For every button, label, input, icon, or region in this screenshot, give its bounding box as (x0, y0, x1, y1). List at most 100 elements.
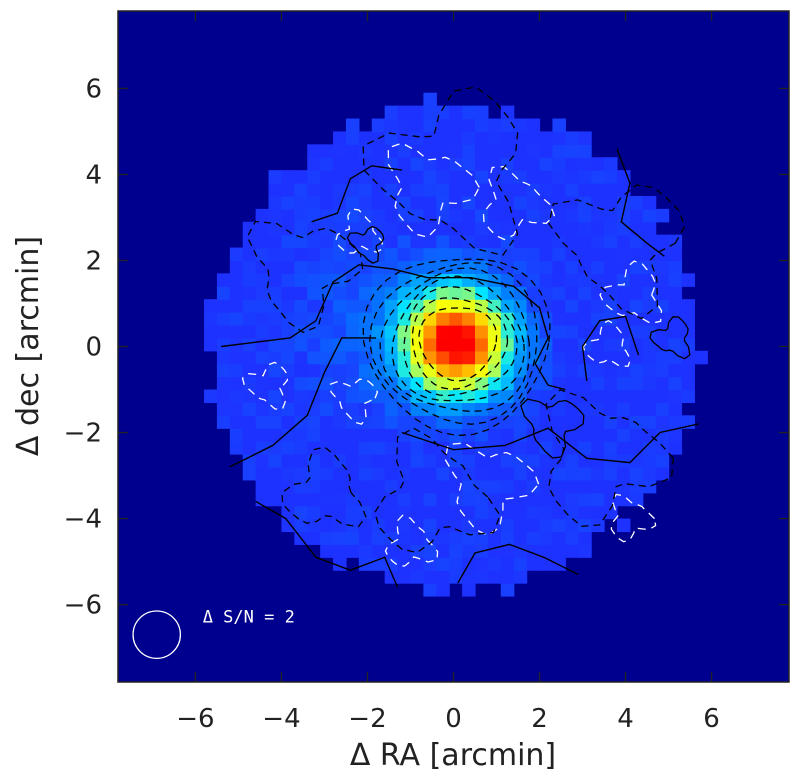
heatmap-pixel (371, 454, 386, 468)
heatmap-pixel (591, 208, 605, 223)
heatmap-pixel (591, 170, 605, 184)
heatmap-pixel (410, 286, 424, 300)
heatmap-pixel (268, 389, 283, 404)
heatmap-pixel (204, 312, 218, 326)
heatmap-pixel (384, 260, 399, 274)
heatmap-pixel (655, 260, 670, 274)
heatmap-pixel (371, 441, 386, 455)
y-tick-label: −2 (64, 419, 102, 449)
heatmap-pixel (294, 337, 308, 352)
heatmap-pixel (591, 428, 605, 442)
y-tick-label: 0 (85, 333, 102, 363)
heatmap-pixel (410, 234, 424, 249)
heatmap-pixel (397, 479, 412, 494)
heatmap-pixel (578, 131, 592, 145)
heatmap-pixel (281, 247, 295, 262)
heatmap-pixel (294, 183, 308, 197)
heatmap-pixel (526, 505, 541, 520)
heatmap-pixel (526, 376, 541, 391)
heatmap-pixel (281, 299, 295, 313)
contour-lines (221, 86, 699, 588)
heatmap-pixel (397, 557, 412, 571)
heatmap-pixel (462, 144, 476, 158)
heatmap-pixel (436, 518, 450, 533)
field-contour (311, 165, 402, 223)
heatmap-pixel (616, 299, 631, 313)
heatmap-pixel (268, 479, 283, 494)
heatmap-pixel (642, 479, 657, 494)
heatmap-pixel (268, 183, 283, 197)
heatmap-pixel (565, 337, 579, 352)
heatmap-pixel (642, 350, 657, 365)
heatmap-pixel (475, 363, 489, 378)
heatmap-pixel (462, 389, 476, 404)
heatmap-pixel (423, 389, 437, 404)
heatmap-pixel (268, 234, 283, 249)
heatmap-pixel (475, 531, 489, 545)
heatmap-pixel (423, 531, 437, 545)
heatmap-pixel (500, 208, 515, 223)
heatmap-pixel (629, 324, 644, 339)
heatmap-pixel (539, 260, 554, 274)
heatmap-pixel (216, 273, 231, 287)
heatmap-pixel (539, 505, 554, 520)
heatmap-pixel (604, 363, 618, 378)
x-tick-label: −4 (262, 704, 300, 734)
heatmap-pixel (526, 454, 541, 468)
heatmap-pixel (436, 479, 450, 494)
x-tick-label: 0 (445, 704, 462, 734)
heatmap-pixel (565, 428, 579, 442)
heatmap-pixel (384, 273, 399, 287)
heatmap-pixel (333, 428, 347, 442)
field-contour (444, 442, 540, 537)
heatmap-pixel (449, 350, 463, 365)
heatmap-pixel (500, 479, 515, 494)
heatmap-pixel (565, 324, 579, 339)
heatmap-pixel (655, 454, 670, 468)
heatmap-pixel (410, 557, 424, 571)
heatmap-pixel (487, 195, 502, 210)
heatmap-pixel (384, 441, 399, 455)
heatmap-pixel (307, 479, 321, 494)
heatmap-pixel (681, 299, 695, 313)
heatmap-pixel (449, 441, 463, 455)
heatmap-pixel (616, 273, 631, 287)
heatmap-pixel (616, 208, 631, 223)
heatmap-pixel (475, 118, 489, 133)
heatmap-pixel (475, 570, 489, 584)
x-tick-label: 4 (617, 704, 634, 734)
heatmap-pixel (384, 105, 399, 120)
heatmap-pixel (487, 208, 502, 223)
heatmap-pixel (629, 402, 644, 416)
heatmap-pixel (281, 350, 295, 365)
heatmap-pixel (320, 157, 334, 171)
heatmap-pixel (591, 234, 605, 249)
heatmap-pixel (449, 505, 463, 520)
heatmap-pixel (320, 234, 334, 249)
heatmap-pixel (449, 312, 463, 326)
heatmap-pixel (604, 466, 618, 481)
heatmap-pixel (268, 273, 283, 287)
heatmap-pixel (565, 183, 579, 197)
heatmap-pixel (642, 312, 657, 326)
heatmap-pixel (384, 402, 399, 416)
heatmap-pixel (539, 466, 554, 481)
heatmap-pixel (604, 337, 618, 352)
heatmap-pixel (668, 324, 683, 339)
heatmap-pixel (229, 286, 244, 300)
heatmap-pixel (642, 441, 657, 455)
heatmap-pixel (281, 402, 295, 416)
heatmap-pixel (539, 144, 554, 158)
heatmap-pixel (410, 531, 424, 545)
heatmap-pixel (462, 518, 476, 533)
heatmap-pixel (578, 505, 592, 520)
heatmap-pixel (242, 350, 257, 365)
heatmap-pixel (539, 389, 554, 404)
heatmap-pixel (578, 441, 592, 455)
heatmap-pixel (642, 389, 657, 404)
field-contour (582, 319, 632, 367)
heatmap-pixel (333, 299, 347, 313)
heatmap-pixel (255, 350, 270, 365)
heatmap-pixel (320, 260, 334, 274)
heatmap-pixel (449, 544, 463, 558)
